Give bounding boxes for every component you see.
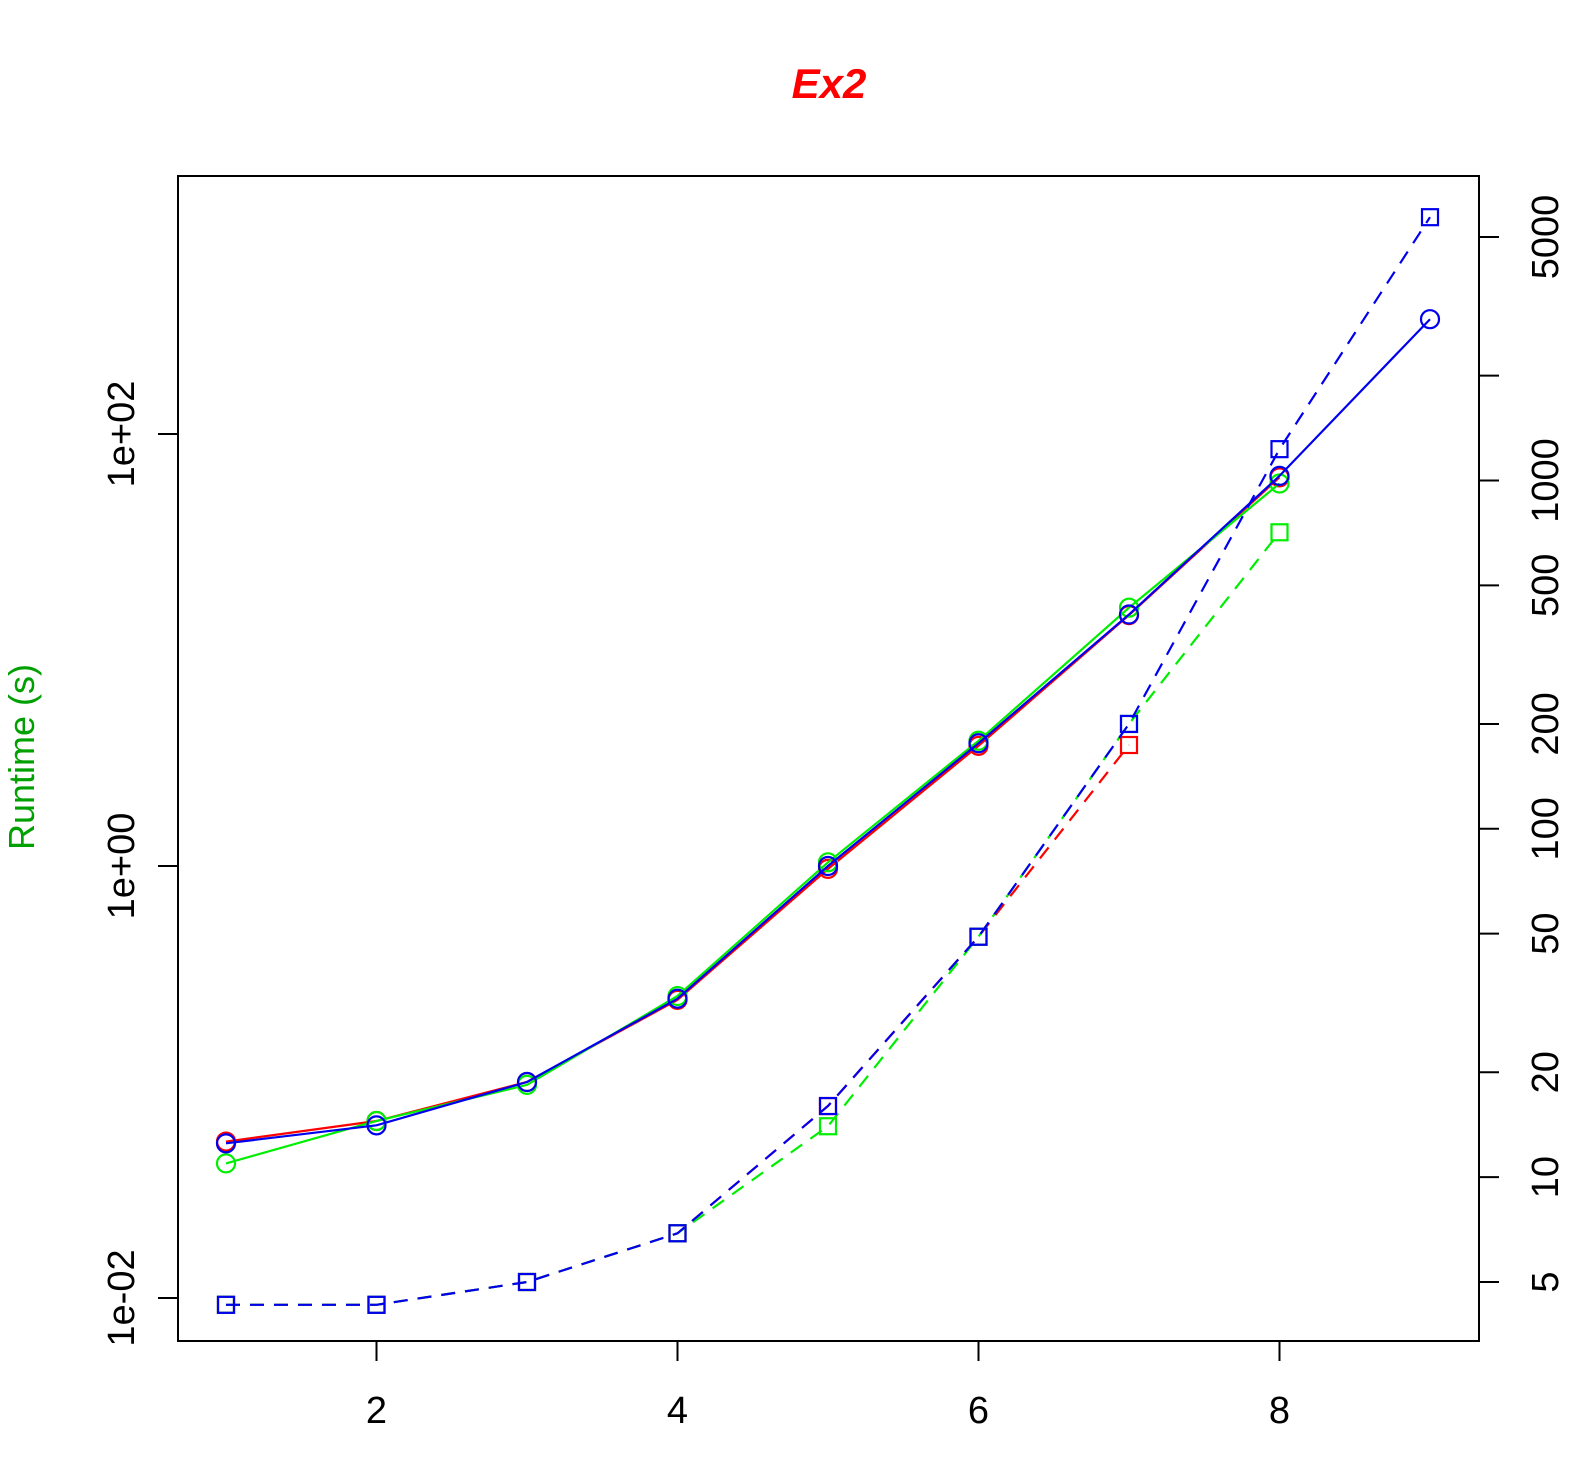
series-5-point-8 bbox=[1420, 208, 1440, 227]
series-5-point-1 bbox=[367, 1295, 386, 1314]
series-2-point-2 bbox=[516, 1071, 538, 1093]
series-5-point-2 bbox=[517, 1272, 537, 1292]
x-axis: 2 4 6 8 bbox=[366, 1340, 1290, 1432]
right-tick-label-200: 200 bbox=[1525, 692, 1567, 755]
right-tick-label-10: 10 bbox=[1525, 1156, 1567, 1198]
right-tick-label-500: 500 bbox=[1525, 554, 1567, 617]
series-2-point-5 bbox=[968, 733, 989, 754]
series-4-line bbox=[226, 531, 1281, 1306]
series-2-point-0 bbox=[215, 1133, 237, 1154]
x-tick-label-4: 4 bbox=[667, 1390, 688, 1432]
series-3-line bbox=[226, 744, 1130, 1306]
series-2 bbox=[215, 309, 1441, 1154]
right-tick-label-1000: 1000 bbox=[1525, 438, 1567, 523]
x-tick-label-2: 2 bbox=[366, 1390, 387, 1432]
series-4-point-4 bbox=[818, 1117, 838, 1136]
series-5-line bbox=[226, 216, 1431, 1306]
series-1-line bbox=[225, 482, 1281, 1165]
series-2-point-3 bbox=[667, 988, 688, 1009]
y-axis-right: 5 10 20 50 100 200 500 1000 5000 bbox=[1478, 195, 1567, 1293]
chart-title: Ex2 bbox=[792, 60, 867, 107]
x-tick-label-8: 8 bbox=[1269, 1390, 1290, 1432]
left-tick-label-0: 1e-02 bbox=[101, 1249, 143, 1346]
series-5 bbox=[216, 208, 1440, 1314]
series-5-point-4 bbox=[818, 1096, 838, 1116]
y-axis-left: 1e-02 1e+00 1e+02 bbox=[101, 381, 179, 1347]
series-0 bbox=[215, 467, 1290, 1152]
right-tick-label-50: 50 bbox=[1525, 913, 1567, 955]
series-0-line bbox=[225, 476, 1281, 1143]
series-3 bbox=[216, 735, 1139, 1314]
series-1 bbox=[215, 473, 1290, 1174]
series-5-point-7 bbox=[1270, 440, 1289, 459]
plot-frame bbox=[177, 175, 1480, 1342]
right-tick-label-20: 20 bbox=[1525, 1051, 1567, 1093]
right-tick-label-5: 5 bbox=[1525, 1271, 1567, 1292]
x-tick-label-6: 6 bbox=[968, 1390, 989, 1432]
right-tick-label-100: 100 bbox=[1525, 797, 1567, 860]
series-2-point-1 bbox=[366, 1115, 387, 1136]
left-tick-label-2: 1e+02 bbox=[101, 381, 143, 488]
left-tick-label-1: 1e+00 bbox=[101, 813, 143, 920]
series-4-point-7 bbox=[1270, 523, 1289, 542]
series-2-point-7 bbox=[1269, 465, 1290, 486]
series-4 bbox=[216, 523, 1289, 1314]
series-layer bbox=[215, 208, 1441, 1314]
series-3-point-6 bbox=[1119, 735, 1139, 755]
series-2-line bbox=[225, 318, 1431, 1145]
right-tick-label-5000: 5000 bbox=[1525, 195, 1567, 280]
series-5-point-3 bbox=[668, 1224, 687, 1243]
y-axis-label: Runtime (s) bbox=[1, 664, 42, 850]
series-2-point-4 bbox=[817, 855, 839, 877]
series-2-point-6 bbox=[1118, 604, 1140, 625]
series-5-point-6 bbox=[1119, 714, 1139, 734]
series-2-point-8 bbox=[1419, 309, 1441, 330]
series-5-point-5 bbox=[969, 927, 988, 946]
series-1-point-0 bbox=[215, 1153, 237, 1174]
series-5-point-0 bbox=[216, 1295, 236, 1314]
